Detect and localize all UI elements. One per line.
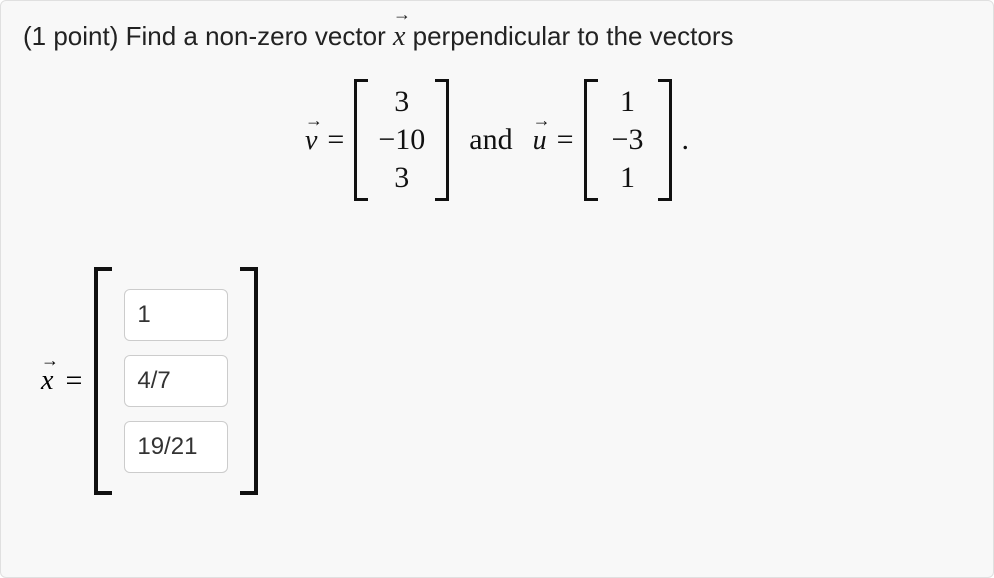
answer-input-1[interactable] <box>124 355 228 407</box>
vector-u-symbol: → u <box>533 123 547 157</box>
vector-x-symbol: →x <box>393 19 405 55</box>
v-entry-0: 3 <box>378 85 425 119</box>
v-entry-1: −10 <box>378 123 425 157</box>
answer-block: → x = <box>41 267 258 495</box>
and-word: and <box>469 123 512 157</box>
answer-vector-matrix <box>94 267 258 495</box>
answer-input-0[interactable] <box>124 289 228 341</box>
v-entry-2: 3 <box>378 161 425 195</box>
equation-period: . <box>682 123 690 157</box>
equals-sign: = <box>327 123 344 157</box>
question-before-x: Find a non-zero vector <box>126 21 393 51</box>
answer-equals: = <box>65 364 82 398</box>
problem-container: (1 point) Find a non-zero vector →x perp… <box>0 0 994 578</box>
vector-v-matrix: 3 −10 3 <box>354 79 449 201</box>
u-entry-2: 1 <box>608 161 648 195</box>
question-text: (1 point) Find a non-zero vector →x perp… <box>23 19 971 55</box>
u-entry-1: −3 <box>608 123 648 157</box>
points-label: (1 point) <box>23 21 126 51</box>
answer-input-2[interactable] <box>124 421 228 473</box>
question-after-x: perpendicular to the vectors <box>405 21 733 51</box>
vector-u-matrix: 1 −3 1 <box>584 79 672 201</box>
vector-v-symbol: → v <box>305 123 317 157</box>
given-vectors-equation: → v = 3 −10 3 and → u = <box>23 79 971 201</box>
equals-sign-2: = <box>557 123 574 157</box>
answer-x-symbol: → x <box>41 365 53 397</box>
u-entry-0: 1 <box>608 85 648 119</box>
